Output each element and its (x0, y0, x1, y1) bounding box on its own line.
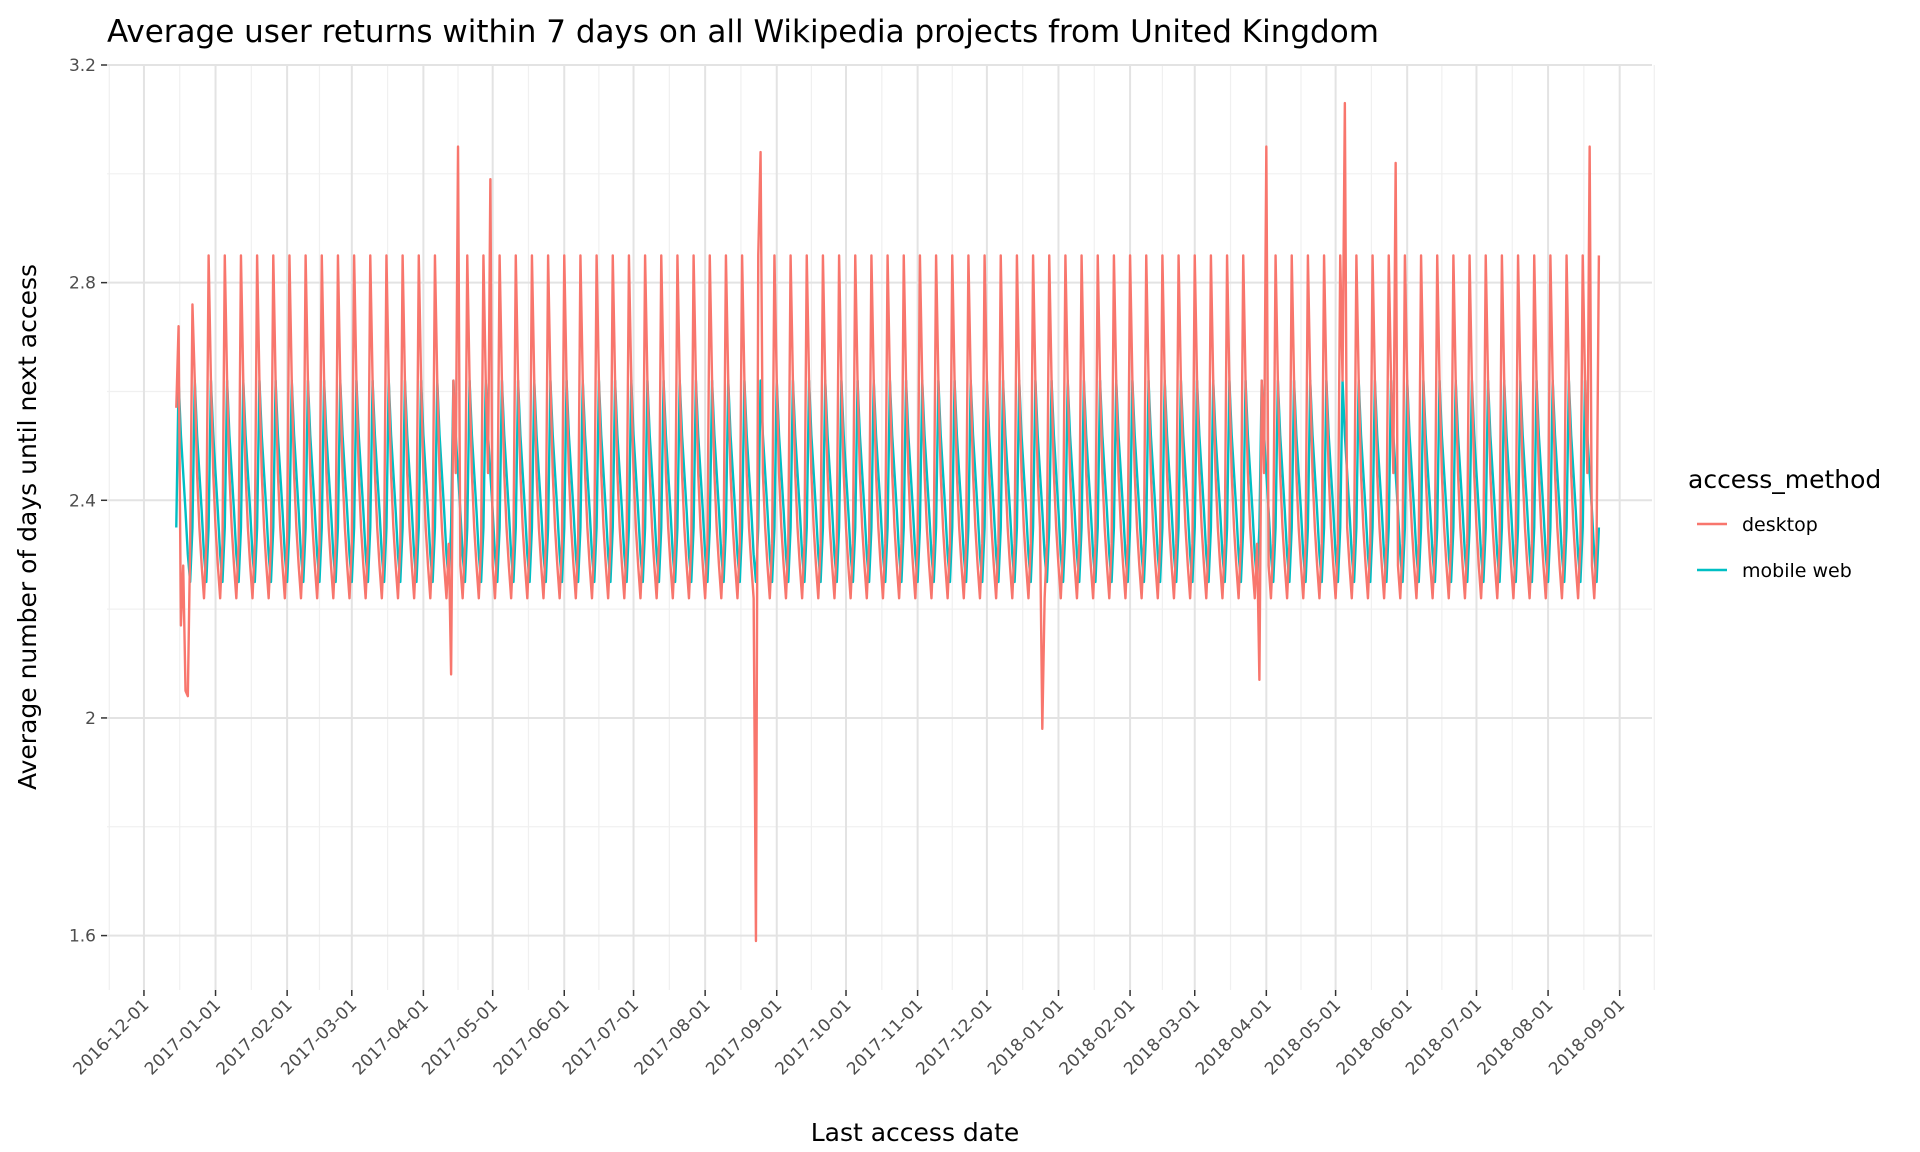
y-tick-label: 2 (85, 709, 96, 729)
x-tick-label: 2018-08-01 (1474, 995, 1558, 1079)
y-axis-title: Average number of days until next access (13, 264, 42, 790)
y-tick-label: 3.2 (69, 56, 96, 76)
series-layer (176, 103, 1599, 941)
chart-title: Average user returns within 7 days on al… (107, 14, 1379, 50)
y-axis: 1.6 2 2.4 2.8 3.2 (69, 56, 107, 947)
legend: access_method desktop mobile web (1688, 465, 1881, 582)
x-tick-label: 2017-01-01 (141, 995, 225, 1079)
x-axis-title: Last access date (811, 1118, 1020, 1147)
x-tick-label: 2016-12-01 (69, 995, 153, 1079)
y-tick-label: 1.6 (69, 927, 96, 947)
x-axis: 2016-12-012017-01-012017-02-012017-03-01… (69, 990, 1629, 1079)
y-tick-label: 2.8 (69, 274, 96, 294)
legend-title: access_method (1688, 465, 1881, 494)
legend-label-desktop: desktop (1742, 514, 1818, 536)
x-tick-label: 2018-01-01 (984, 995, 1068, 1079)
y-tick-label: 2.4 (69, 491, 96, 511)
legend-label-mobile-web: mobile web (1742, 560, 1852, 582)
x-tick-label: 2017-08-01 (631, 995, 715, 1079)
x-tick-label: 2018-09-01 (1545, 995, 1629, 1079)
